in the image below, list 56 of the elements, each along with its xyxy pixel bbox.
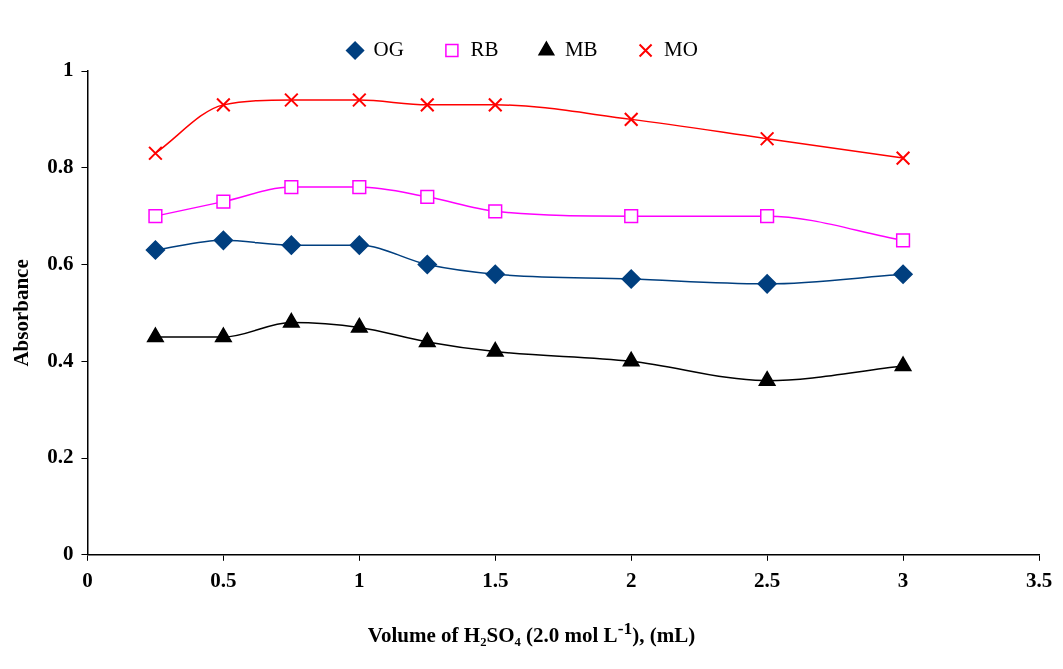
point <box>757 274 777 294</box>
point <box>216 97 231 113</box>
x-tick-label: 1.5 <box>482 567 509 592</box>
legend-label: MB <box>564 37 598 62</box>
y-tick-label: 1 <box>62 57 74 82</box>
x-tick-label: 0 <box>82 567 93 592</box>
x-tick-label: 2.5 <box>754 567 781 592</box>
legend-label: MO <box>664 37 698 62</box>
point <box>216 194 231 209</box>
x-tick-label: 0.5 <box>210 567 237 592</box>
point <box>351 92 367 108</box>
point <box>148 209 163 224</box>
point <box>895 150 911 166</box>
legend-label: OG <box>373 37 404 62</box>
point <box>622 351 640 367</box>
point <box>486 341 504 357</box>
y-tick-label: 0.6 <box>47 250 74 275</box>
point <box>488 204 503 219</box>
point <box>417 254 438 275</box>
point <box>893 264 913 284</box>
point <box>213 230 234 251</box>
point <box>282 312 300 328</box>
point <box>283 92 299 108</box>
point <box>624 209 639 224</box>
point <box>214 327 232 343</box>
point <box>148 145 163 161</box>
point <box>623 112 639 127</box>
point <box>284 180 299 195</box>
point <box>487 97 503 113</box>
point <box>621 269 641 289</box>
point <box>145 240 166 260</box>
y-tick-label: 0.4 <box>47 347 74 372</box>
point <box>759 131 775 147</box>
legend-label: RB <box>470 37 499 62</box>
point <box>894 356 912 372</box>
point <box>349 235 370 255</box>
x-tick-label: 3 <box>897 567 909 592</box>
point <box>485 264 506 284</box>
x-axis-title: Volume of H₂SO₄ (2.0 mol L$^{-1}$), (mL) <box>366 618 697 648</box>
x-tick-label: 3.5 <box>1025 567 1053 592</box>
y-tick-label: 0.8 <box>47 154 74 179</box>
x-tick-label: 2 <box>625 567 637 592</box>
point <box>420 189 435 204</box>
y-tick-label: 0.2 <box>47 444 74 469</box>
point <box>758 370 776 386</box>
point <box>895 233 911 248</box>
point <box>146 327 164 343</box>
point <box>350 317 368 333</box>
point <box>760 209 775 224</box>
x-tick-label: 1 <box>354 567 365 592</box>
point <box>419 97 435 113</box>
point <box>352 180 367 195</box>
point <box>418 332 436 348</box>
y-tick-label: 0 <box>62 541 74 566</box>
point <box>281 235 302 255</box>
y-axis-title: Absorbance <box>9 259 34 367</box>
